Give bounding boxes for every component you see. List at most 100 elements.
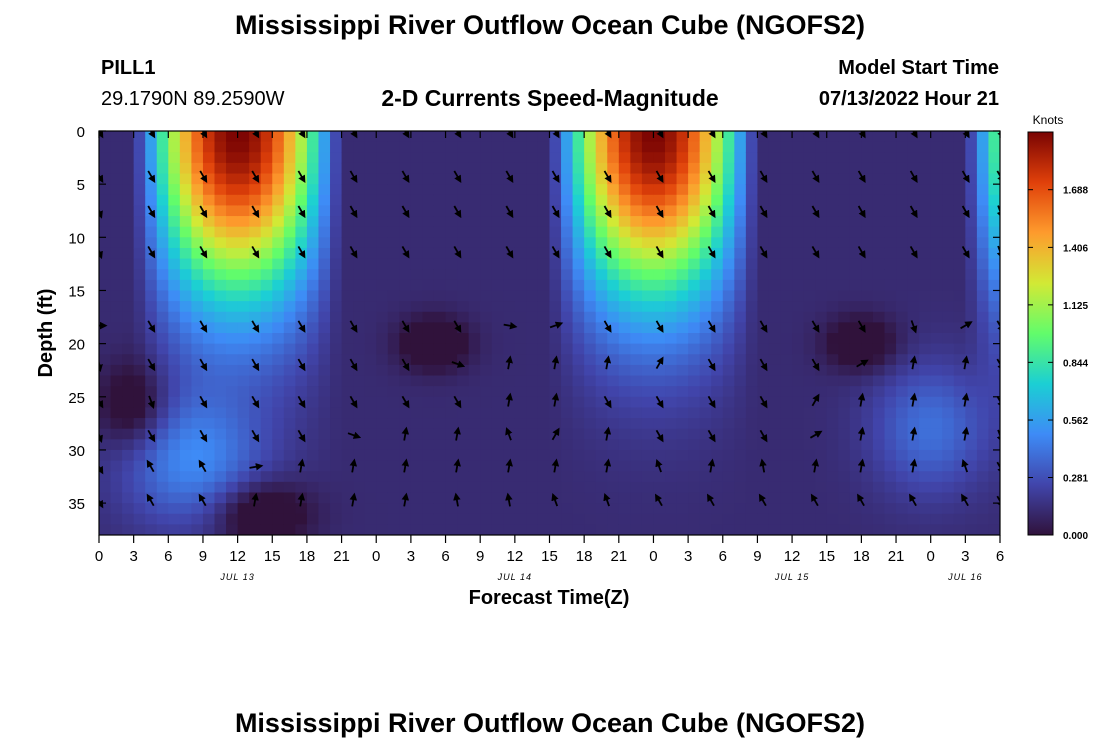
heat-cell [653, 301, 666, 313]
heat-cell [480, 216, 493, 228]
heat-cell [249, 258, 262, 270]
heat-cell [584, 258, 597, 270]
heat-cell [826, 184, 839, 196]
heat-cell [318, 481, 331, 494]
heat-cell [815, 216, 828, 228]
heat-cell [306, 503, 320, 515]
heat-cell [861, 131, 874, 143]
heat-cell [595, 460, 608, 472]
heat-cell [376, 492, 389, 504]
heat-cell [480, 226, 493, 238]
heat-cell [145, 237, 158, 249]
heat-cell [872, 258, 886, 270]
heat-cell [341, 322, 354, 334]
heat-cell [595, 375, 608, 387]
heat-cell [179, 471, 193, 483]
heat-cell [133, 269, 146, 281]
heat-cell [838, 301, 851, 313]
heat-cell [988, 524, 1000, 535]
heat-cell [318, 524, 331, 535]
heat-cell [122, 354, 135, 366]
heat-cell [595, 439, 608, 451]
heat-cell [387, 216, 400, 228]
heat-cell [711, 194, 724, 207]
heat-cell [306, 205, 320, 217]
current-arrow [401, 458, 410, 473]
current-arrow [551, 170, 560, 184]
heat-cell [422, 386, 435, 398]
heat-cell [330, 184, 343, 196]
heat-cell [780, 226, 793, 238]
heat-cell [618, 237, 631, 249]
heat-cell [306, 237, 320, 249]
heat-cell [942, 503, 955, 515]
heat-cell [780, 152, 793, 164]
heat-cell [688, 247, 701, 260]
heat-cell [457, 194, 470, 207]
heat-cell [145, 481, 158, 494]
heat-cell [976, 131, 990, 143]
heat-cell [930, 162, 943, 175]
heat-cell [99, 162, 112, 175]
heat-cell [433, 226, 447, 238]
heat-cell [526, 184, 539, 196]
heat-cell [399, 439, 412, 451]
heat-cell [214, 141, 227, 153]
current-arrow [199, 320, 208, 333]
heat-cell [953, 152, 966, 164]
heat-cell [665, 279, 678, 292]
heat-cell [433, 471, 447, 483]
heat-cell [156, 481, 169, 494]
heat-cell [907, 513, 920, 525]
x-axis-label: Forecast Time(Z) [469, 587, 630, 609]
heat-cell [942, 375, 955, 387]
heat-cell [584, 141, 597, 153]
heat-cell [260, 418, 273, 430]
heat-cell [768, 162, 782, 175]
heat-cell [272, 131, 285, 143]
heat-cell [295, 449, 308, 462]
heat-cell [168, 460, 181, 472]
heat-cell [249, 311, 262, 323]
heat-cell [930, 247, 943, 260]
heat-cell [353, 301, 366, 313]
heat-cell [872, 247, 886, 260]
heat-cell [341, 333, 354, 345]
heat-cell [942, 524, 955, 535]
heat-cell [283, 290, 296, 302]
heat-cell [780, 194, 793, 207]
heat-cell [99, 513, 112, 525]
heat-cell [387, 428, 400, 440]
heat-cell [191, 322, 204, 334]
heat-cell [942, 513, 955, 525]
heat-cell [364, 301, 377, 313]
heat-cell [919, 279, 932, 292]
heat-cell [711, 375, 724, 387]
heat-cell [711, 428, 724, 440]
heat-cell [699, 205, 712, 217]
current-arrow [603, 320, 612, 333]
heat-cell [653, 162, 666, 175]
heat-cell [364, 343, 377, 355]
heat-cell [133, 428, 146, 440]
heat-cell [422, 492, 435, 504]
heat-cell [399, 354, 412, 366]
heat-cell [988, 449, 1000, 462]
heat-cell [584, 322, 597, 334]
heat-cell [122, 141, 135, 153]
heat-cell [745, 279, 759, 292]
heat-cell [561, 386, 574, 398]
heat-cell [745, 396, 759, 409]
heat-cell [919, 375, 932, 387]
heat-cell [457, 184, 470, 196]
heat-cell [722, 269, 735, 281]
heat-cell [226, 247, 239, 260]
heat-cell [757, 237, 770, 249]
heat-cell [607, 396, 620, 409]
heat-cell [99, 418, 112, 430]
heat-cell [815, 364, 828, 377]
heat-cell [641, 216, 655, 228]
heat-cell [306, 449, 320, 462]
heat-cell [699, 173, 712, 185]
heat-cell [561, 439, 574, 451]
